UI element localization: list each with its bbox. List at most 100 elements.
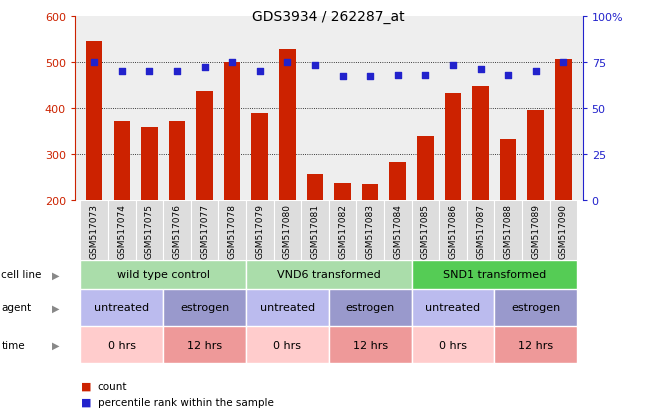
Text: estrogen: estrogen [180, 303, 229, 313]
Bar [362, 184, 378, 200]
Text: ■: ■ [81, 397, 92, 407]
Bar [411, 289, 494, 326]
Bar [80, 200, 108, 260]
Text: 12 hrs: 12 hrs [353, 340, 388, 350]
Text: untreated: untreated [260, 303, 315, 313]
Text: estrogen: estrogen [346, 303, 395, 313]
Text: GSM517088: GSM517088 [504, 203, 512, 258]
Bar [141, 128, 158, 200]
Bar [334, 183, 351, 200]
Bar [411, 200, 439, 260]
Point [420, 72, 430, 78]
Text: ▶: ▶ [52, 340, 60, 350]
Point [172, 69, 182, 75]
Text: GSM517081: GSM517081 [311, 203, 320, 258]
Point [475, 66, 486, 73]
Text: ▶: ▶ [52, 270, 60, 280]
Point [393, 72, 403, 78]
Point [531, 69, 541, 75]
Text: GSM517076: GSM517076 [173, 203, 182, 258]
Point [117, 69, 127, 75]
Text: GSM517090: GSM517090 [559, 203, 568, 258]
Text: agent: agent [1, 303, 31, 313]
Bar [329, 289, 411, 326]
Bar [494, 289, 577, 326]
Bar [356, 200, 384, 260]
Bar [218, 200, 246, 260]
Point [503, 72, 514, 78]
Bar [417, 137, 434, 200]
Text: 0 hrs: 0 hrs [439, 340, 467, 350]
Bar [555, 60, 572, 200]
Bar [108, 200, 135, 260]
Bar [135, 200, 163, 260]
Bar [329, 200, 356, 260]
Bar [197, 91, 213, 200]
Bar [301, 200, 329, 260]
Bar [80, 326, 163, 363]
Text: cell line: cell line [1, 270, 42, 280]
Text: GSM517077: GSM517077 [200, 203, 209, 258]
Bar [472, 87, 489, 200]
Text: GSM517087: GSM517087 [476, 203, 485, 258]
Bar [251, 114, 268, 200]
Text: GSM517080: GSM517080 [283, 203, 292, 258]
Bar [80, 289, 163, 326]
Point [199, 65, 210, 71]
Bar [224, 62, 240, 200]
Bar [246, 200, 273, 260]
Text: GSM517079: GSM517079 [255, 203, 264, 258]
Bar [279, 50, 296, 200]
Text: GSM517082: GSM517082 [338, 203, 347, 258]
Text: ■: ■ [81, 381, 92, 391]
Point [282, 59, 292, 66]
Bar [494, 200, 522, 260]
Text: estrogen: estrogen [511, 303, 561, 313]
Bar [246, 289, 329, 326]
Bar [494, 326, 577, 363]
Bar [527, 110, 544, 200]
Bar [439, 200, 467, 260]
Point [448, 63, 458, 69]
Text: GDS3934 / 262287_at: GDS3934 / 262287_at [253, 10, 405, 24]
Bar [329, 326, 411, 363]
Bar [246, 326, 329, 363]
Text: untreated: untreated [425, 303, 480, 313]
Text: GSM517078: GSM517078 [228, 203, 237, 258]
Bar [169, 122, 186, 200]
Bar [411, 326, 494, 363]
Text: 0 hrs: 0 hrs [108, 340, 136, 350]
Text: VND6 transformed: VND6 transformed [277, 270, 381, 280]
Point [144, 69, 154, 75]
Text: 12 hrs: 12 hrs [187, 340, 222, 350]
Text: GSM517089: GSM517089 [531, 203, 540, 258]
Bar [307, 174, 324, 200]
Text: GSM517085: GSM517085 [421, 203, 430, 258]
Point [558, 59, 568, 66]
Bar [389, 163, 406, 200]
Text: 0 hrs: 0 hrs [273, 340, 301, 350]
Bar [467, 200, 494, 260]
Bar [500, 139, 516, 200]
Point [255, 69, 265, 75]
Text: time: time [1, 340, 25, 350]
Bar [86, 42, 102, 200]
Text: GSM517086: GSM517086 [449, 203, 458, 258]
Point [310, 63, 320, 69]
Bar [246, 260, 411, 289]
Bar [191, 200, 218, 260]
Bar [163, 326, 246, 363]
Bar [80, 260, 246, 289]
Bar [549, 200, 577, 260]
Bar [273, 200, 301, 260]
Text: GSM517075: GSM517075 [145, 203, 154, 258]
Point [365, 74, 376, 81]
Point [227, 59, 238, 66]
Bar [163, 200, 191, 260]
Text: GSM517074: GSM517074 [117, 203, 126, 258]
Text: untreated: untreated [94, 303, 149, 313]
Bar [445, 94, 461, 200]
Text: percentile rank within the sample: percentile rank within the sample [98, 397, 273, 407]
Text: GSM517073: GSM517073 [90, 203, 99, 258]
Bar [522, 200, 549, 260]
